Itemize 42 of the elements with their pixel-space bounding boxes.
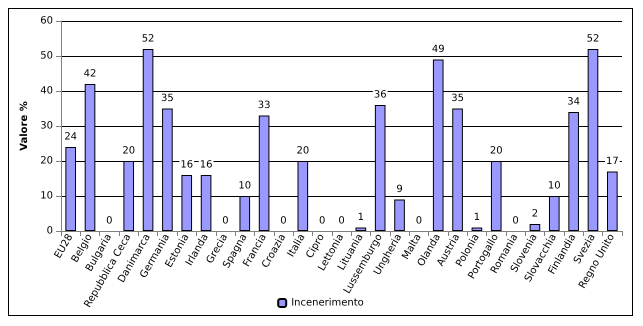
y-tick-label: 40 [40,86,53,96]
data-label: 36 [374,90,387,100]
data-label: 35 [161,93,174,104]
data-label: 0 [318,216,326,226]
data-label: 2 [532,208,538,220]
data-label: 16 [180,160,194,170]
data-label: 20 [122,146,136,156]
bar [356,228,366,231]
y-tick-label: 10 [40,190,53,202]
y-tick-label: 50 [40,50,53,62]
data-label: 0 [512,216,519,226]
data-label: 35 [451,93,464,104]
data-label: 1 [474,212,480,223]
y-tick-label: 20 [40,156,53,166]
data-label: 33 [258,100,270,111]
y-axis-title: Valore % [18,101,30,151]
data-label: 0 [338,216,345,226]
y-tick-label: 30 [40,120,53,132]
data-label: 17 [606,156,619,167]
bar [472,228,482,231]
bar [530,224,540,231]
data-label: 20 [296,146,310,156]
data-label: 20 [490,146,503,156]
data-label: 52 [142,34,154,44]
data-label: 10 [238,180,252,192]
y-tick-label: 0 [46,226,53,236]
data-label: 0 [222,216,229,226]
data-label: 49 [432,44,445,55]
bar [394,200,405,231]
data-label: 42 [84,68,96,80]
data-label: 24 [64,132,78,142]
data-label: 1 [358,212,364,223]
data-label: 0 [416,216,422,226]
data-label: 9 [396,184,403,195]
legend-label: Incenerimento [291,298,364,308]
data-label: 52 [586,34,600,44]
data-label: 34 [567,96,580,108]
data-label: 16 [200,160,212,170]
data-label: 10 [548,180,561,192]
data-label: 0 [106,216,113,226]
data-label: 0 [280,216,287,226]
y-tick-label: 60 [40,16,53,26]
